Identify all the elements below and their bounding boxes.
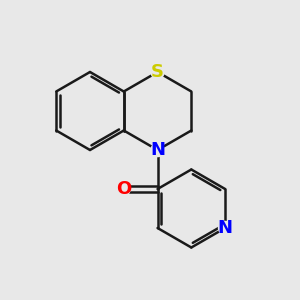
Circle shape bbox=[218, 221, 232, 235]
Text: O: O bbox=[116, 180, 131, 198]
Text: S: S bbox=[151, 63, 164, 81]
Circle shape bbox=[151, 143, 164, 157]
Text: N: N bbox=[218, 219, 232, 237]
Text: N: N bbox=[150, 141, 165, 159]
Circle shape bbox=[117, 182, 130, 196]
Circle shape bbox=[151, 65, 164, 79]
